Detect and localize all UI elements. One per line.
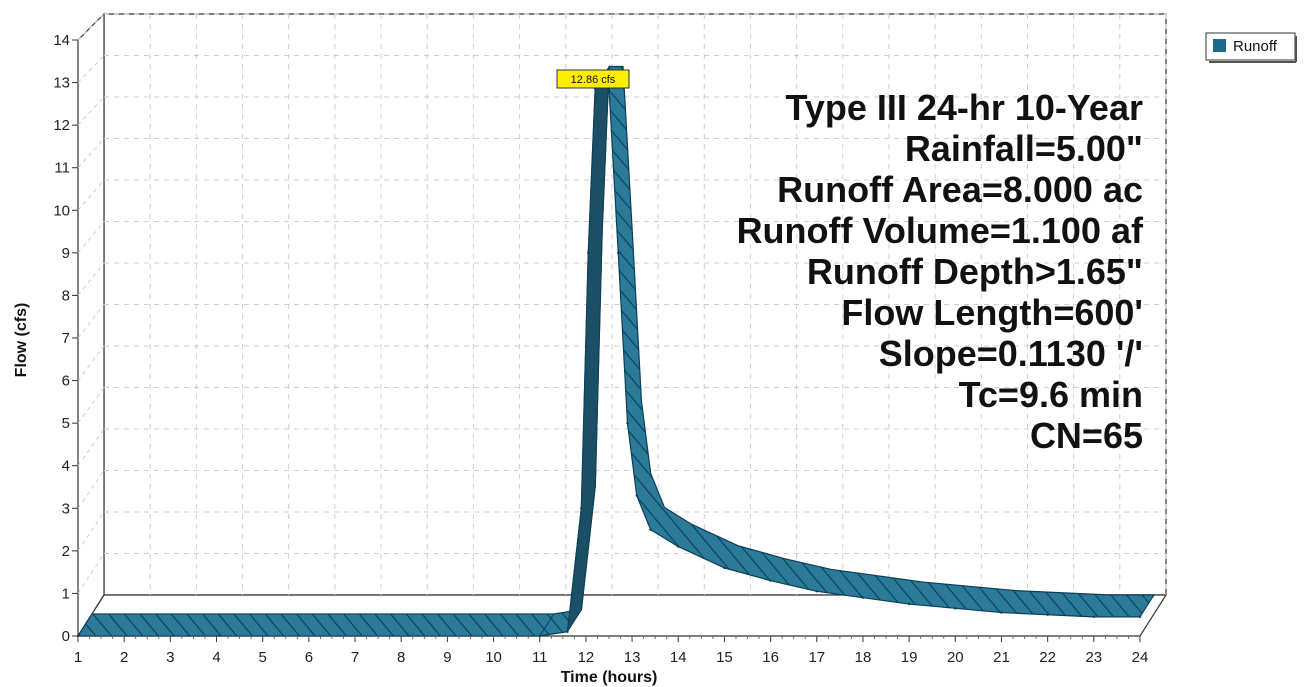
y-tick-label: 13 <box>53 75 70 92</box>
runoff-point <box>587 251 590 255</box>
y-axis-label: Flow (cfs) <box>13 303 30 378</box>
grid-line-side <box>77 304 105 339</box>
runoff-point <box>566 630 569 633</box>
annotation-line: Runoff Depth>1.65" <box>807 251 1143 292</box>
x-tick-label: 17 <box>808 649 825 666</box>
runoff-point <box>1000 611 1003 614</box>
y-tick-label: 10 <box>53 202 70 219</box>
runoff-point <box>580 507 583 510</box>
runoff-point <box>954 607 957 610</box>
x-tick-label: 11 <box>532 649 548 666</box>
runoff-point <box>1138 615 1142 619</box>
x-tick-label: 10 <box>485 649 502 666</box>
runoff-ribbon <box>76 65 1156 637</box>
annotation-line: Tc=9.6 min <box>959 374 1143 415</box>
y-tick-label: 14 <box>53 32 70 49</box>
x-tick-label: 14 <box>670 649 687 666</box>
annotation-line: Type III 24-hr 10-Year <box>785 87 1143 128</box>
x-tick-label: 1 <box>74 649 82 666</box>
annotation-line: Flow Length=600' <box>841 292 1143 333</box>
grid-line-side <box>77 96 105 126</box>
grid-line-side <box>77 55 105 83</box>
x-tick-label: 22 <box>1039 649 1056 666</box>
annotation-line: Runoff Volume=1.100 af <box>737 210 1144 251</box>
y-tick-label: 6 <box>62 373 70 390</box>
x-tick-label: 20 <box>947 649 964 666</box>
x-tick-label: 6 <box>305 649 313 666</box>
runoff-point <box>1092 615 1096 619</box>
runoff-rising-face <box>566 64 610 633</box>
x-tick-label: 2 <box>120 649 128 666</box>
y-tick-label: 12 <box>53 117 70 134</box>
peak-callout-box <box>556 69 630 89</box>
x-tick-label: 5 <box>259 649 267 666</box>
x-tick-label: 4 <box>212 649 220 666</box>
left-wall <box>77 12 105 639</box>
runoff-series <box>76 64 1156 638</box>
runoff-point <box>1046 613 1049 616</box>
runoff-point <box>626 421 629 425</box>
annotation-line: Slope=0.1130 '/' <box>879 333 1143 374</box>
legend: Runoff <box>1205 32 1297 63</box>
x-tick-label: 24 <box>1132 649 1149 666</box>
x-tick-label: 9 <box>443 649 451 666</box>
y-tick-label: 3 <box>62 500 70 517</box>
annotation-line: Runoff Area=8.000 ac <box>777 169 1143 210</box>
grid-line-side <box>77 262 105 296</box>
grid-line-side <box>77 221 105 254</box>
y-tick-label: 5 <box>62 415 70 432</box>
x-axis-label: Time (hours) <box>561 669 658 686</box>
grid-line-side <box>77 13 105 41</box>
legend-label: Runoff <box>1233 38 1278 55</box>
x-tick-label: 13 <box>624 649 641 666</box>
y-tick-label: 9 <box>62 245 70 262</box>
x-tick-label: 12 <box>578 649 595 666</box>
annotation-line: CN=65 <box>1030 415 1143 456</box>
x-tick-label: 23 <box>1085 649 1102 666</box>
runoff-point <box>861 596 865 599</box>
annotation-line: Rainfall=5.00" <box>905 128 1143 169</box>
grid-line-side <box>77 138 105 169</box>
runoff-point <box>617 251 620 255</box>
x-axis-ticks: 1 2 3 4 5 6 7 8 9 10 11 12 13 14 15 16 17 18 19 20 21 22 23 24 <box>74 636 1149 666</box>
x-tick-label: 15 <box>716 649 733 666</box>
grid-line-side <box>77 179 105 211</box>
x-tick-label: 3 <box>166 649 174 666</box>
x-tick-label: 16 <box>762 649 779 666</box>
legend-swatch <box>1213 39 1226 52</box>
peak-callout: 12.86 cfs <box>556 69 630 89</box>
x-tick-label: 21 <box>993 649 1010 666</box>
y-tick-label: 2 <box>62 543 70 560</box>
runoff-point <box>907 602 911 606</box>
runoff-point <box>635 494 638 497</box>
y-tick-label: 4 <box>62 458 70 475</box>
y-tick-label: 7 <box>62 330 70 347</box>
runoff-point <box>649 528 652 531</box>
runoff-point <box>677 545 680 548</box>
y-tick-label: 0 <box>62 628 70 645</box>
y-tick-label: 1 <box>62 585 70 602</box>
runoff-point <box>769 579 772 582</box>
runoff-base-strip <box>77 613 555 637</box>
x-tick-label: 19 <box>901 649 918 666</box>
annotation-block: Type III 24-hr 10-YearRainfall=5.00"Runo… <box>737 87 1144 456</box>
peak-callout-text: 12.86 cfs <box>571 74 616 86</box>
x-tick-label: 8 <box>397 649 405 666</box>
runoff-point <box>723 566 726 570</box>
x-tick-label: 7 <box>351 649 359 666</box>
runoff-point <box>815 590 818 593</box>
y-tick-label: 11 <box>54 160 70 177</box>
x-tick-label: 18 <box>855 649 872 666</box>
y-tick-label: 8 <box>62 287 70 304</box>
